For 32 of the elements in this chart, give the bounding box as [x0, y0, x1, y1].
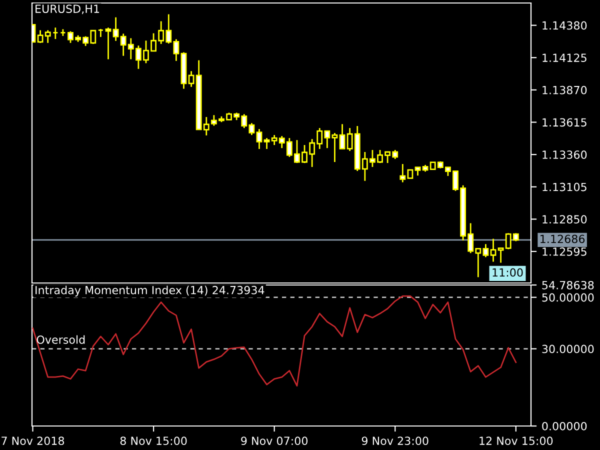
y-tick-label: 30.00000 [542, 344, 594, 354]
annotation: 11:00 [492, 268, 523, 277]
y-tick-label: 1.12595 [542, 247, 586, 256]
ref-line-label: 1.12686 [540, 234, 585, 244]
y-tick-label: 1.13615 [542, 118, 586, 127]
y-tick-label: 1.13360 [542, 150, 587, 159]
x-tick-label: 9 Nov 07:00 [241, 436, 308, 446]
y-tick-label: 1.13105 [542, 182, 586, 192]
y-tick-label: 0.00000 [542, 422, 587, 430]
chart-title: Intraday Momentum Index (14) 24.73934 [36, 286, 264, 296]
x-tick-label: 12 Nov 15:00 [480, 436, 553, 446]
ref-line-label: Oversold [36, 335, 85, 344]
x-tick-label: 9 Nov 23:00 [362, 436, 428, 446]
chart-title: EURUSD,H1 [36, 4, 100, 14]
x-tick-label: 7 Nov 2018 [2, 436, 64, 446]
candlestick [264, 137, 270, 150]
x-tick-label: 8 Nov 15:00 [120, 436, 187, 446]
y-tick-label: 54.78638 [542, 280, 594, 290]
candlestick [332, 132, 338, 163]
candlestick [256, 128, 262, 150]
candlestick [490, 238, 496, 262]
candlestick [400, 163, 406, 183]
candlestick [52, 26, 58, 40]
y-tick-label: 1.13870 [542, 86, 587, 94]
candlestick [339, 123, 346, 150]
y-tick-label: 1.14380 [542, 21, 587, 30]
candlestick [105, 26, 112, 60]
y-tick-label: 1.12850 [542, 215, 587, 224]
y-tick-label: 1.14125 [542, 54, 586, 62]
candlestick [188, 70, 194, 88]
line-series [32, 295, 517, 387]
y-tick-label: 50.00000 [542, 293, 594, 302]
